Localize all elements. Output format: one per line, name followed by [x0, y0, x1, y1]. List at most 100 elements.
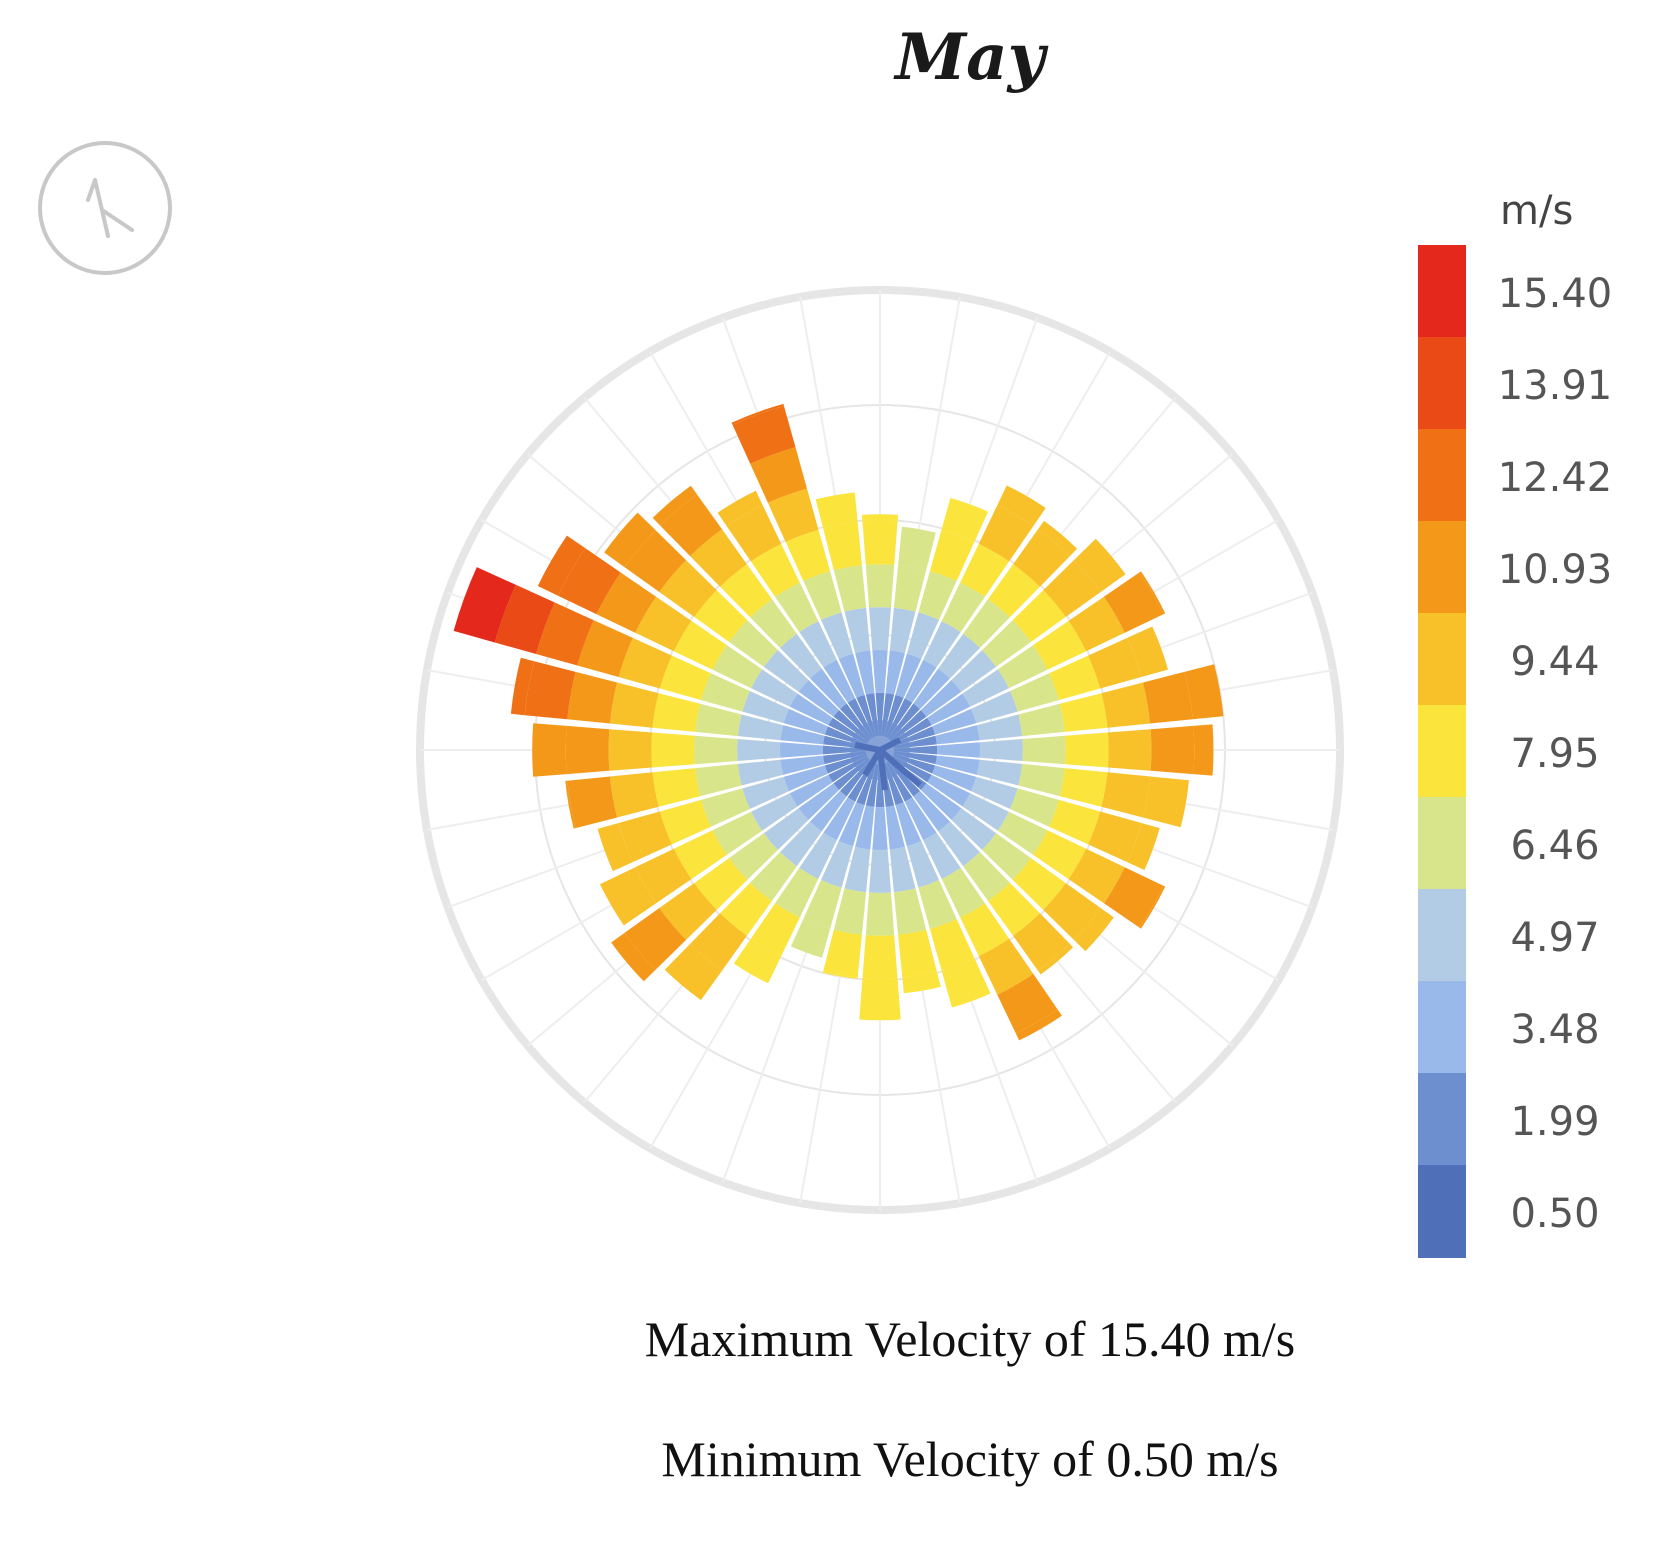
rose-bar-segment [895, 653, 922, 698]
rose-bar-segment [763, 650, 809, 692]
rose-bar-segment [979, 739, 1023, 761]
rose-bar-segment [997, 811, 1048, 855]
rose-bar-segment [798, 680, 840, 717]
rose-center [850, 720, 922, 791]
legend-tick-label: 1.99 [1510, 1099, 1599, 1145]
rose-bar-segment [923, 832, 961, 879]
legend-swatch [1418, 1165, 1466, 1258]
rose-bar-segment [775, 582, 819, 633]
rose-bar-segment [694, 590, 748, 642]
rose-bar-segment [1103, 572, 1164, 633]
rose-bar-segment [1018, 763, 1065, 797]
rose-bar-segment [1012, 858, 1066, 910]
rose-bar-segment [982, 833, 1031, 880]
rose-bar-segment [885, 650, 905, 695]
rose-bar-segment [862, 521, 898, 565]
rose-bar-segment [567, 671, 618, 724]
rose-bar-segment [865, 564, 895, 608]
rose-bar-segment [651, 732, 695, 768]
rose-bar-segment [751, 669, 798, 707]
rose-bar-segment [565, 725, 610, 775]
rose-bar-segment [904, 797, 937, 841]
rose-bar-segment [906, 612, 939, 659]
rose-bar-segment [608, 729, 653, 771]
legend-tick-label: 7.95 [1510, 731, 1599, 777]
rose-bar-segment [1150, 725, 1195, 775]
rose-bar-segment [810, 790, 847, 832]
rose-bar-segment [729, 620, 778, 667]
rose-bar-segment [635, 596, 692, 652]
rose-bar-segment [695, 763, 742, 797]
rose-bar-segment [1103, 867, 1164, 928]
rose-bar-segment [1033, 620, 1087, 670]
rose-bar-segment [938, 821, 980, 867]
rose-bar-segment [624, 908, 687, 970]
rose-bar-segment [938, 633, 980, 679]
rose-bar-segment [780, 725, 825, 745]
rose-bar-segment [536, 602, 594, 666]
rose-bar-segment [717, 490, 763, 527]
legend-tick-label: 6.46 [1510, 823, 1599, 869]
rose-bar-segment [799, 832, 837, 879]
rose-bar-segment [750, 599, 797, 648]
rose-bar-segment [941, 958, 991, 1008]
rose-bar-segment [859, 977, 901, 1021]
rose-bar-segment [635, 848, 692, 904]
rose-bar-segment [810, 668, 847, 710]
rose-bar-segment [838, 653, 865, 698]
rose-bar-segment [577, 620, 633, 677]
legend-tick-label: 9.44 [1510, 639, 1599, 685]
legend-swatch [1418, 337, 1466, 430]
legend-swatch [1418, 1073, 1466, 1166]
rose-bar-segment [1065, 732, 1109, 768]
rose-bar-segment [935, 725, 980, 745]
rose-bar-segment [695, 703, 742, 737]
rose-bar-segment [962, 793, 1009, 831]
rose-bar-segment [869, 849, 891, 893]
rose-bar-segment [1193, 724, 1214, 776]
rose-bar-segment [823, 659, 856, 703]
rose-bar-segment [1101, 772, 1151, 818]
legend-tick-label: 4.97 [1510, 915, 1599, 961]
rose-bar-segment [1013, 913, 1070, 971]
rose-bar-segment [898, 929, 937, 978]
rose-bar-segment [624, 530, 687, 592]
rose-bar-segment [988, 882, 1040, 936]
rose-bar-segment [618, 637, 672, 689]
rose-bar-segment [1022, 735, 1066, 765]
rose-bar-segment [997, 485, 1046, 527]
rose-bar-segment [869, 607, 891, 651]
rose-bar-segment [720, 564, 772, 618]
rose-bar-segment [783, 708, 828, 735]
legend-colorbar [1418, 245, 1466, 1258]
rose-bar-segment [875, 764, 885, 808]
rose-bar-segment [565, 780, 576, 829]
rose-bar-segment [712, 811, 763, 855]
max-velocity-text: Maximum Velocity of 15.40 m/s [644, 1311, 1296, 1367]
rose-bar-segment [750, 852, 797, 901]
rose-bar-segment [567, 776, 618, 829]
rose-bar-segment [904, 659, 937, 703]
rose-bar-segment [494, 584, 555, 654]
rose-bar-segment [872, 649, 888, 693]
rose-bar-segment [732, 406, 796, 464]
rose-bar-segment [929, 919, 975, 971]
rose-bar-segment [875, 692, 885, 736]
chart-title: May [895, 20, 1045, 95]
rose-bar-segment [726, 505, 782, 562]
rose-bar-segment [823, 797, 856, 841]
rose-bar-segment [823, 522, 862, 571]
rose-bar-segment [865, 892, 895, 936]
rose-bar-segment [844, 607, 871, 654]
rose-bar-segment [913, 668, 950, 710]
rose-bar-segment [742, 691, 789, 724]
rose-bar-segment [659, 799, 711, 845]
rose-bar-segment [885, 805, 905, 850]
rose-bar-segment [1088, 811, 1142, 863]
rose-bar-segment [1013, 529, 1070, 587]
rose-bar-segment [821, 612, 854, 659]
rose-bar-segment [659, 883, 717, 940]
rose-bar-segment [893, 888, 927, 935]
rose-bar-segment [898, 526, 936, 571]
legend-tick-label: 10.93 [1498, 547, 1613, 593]
